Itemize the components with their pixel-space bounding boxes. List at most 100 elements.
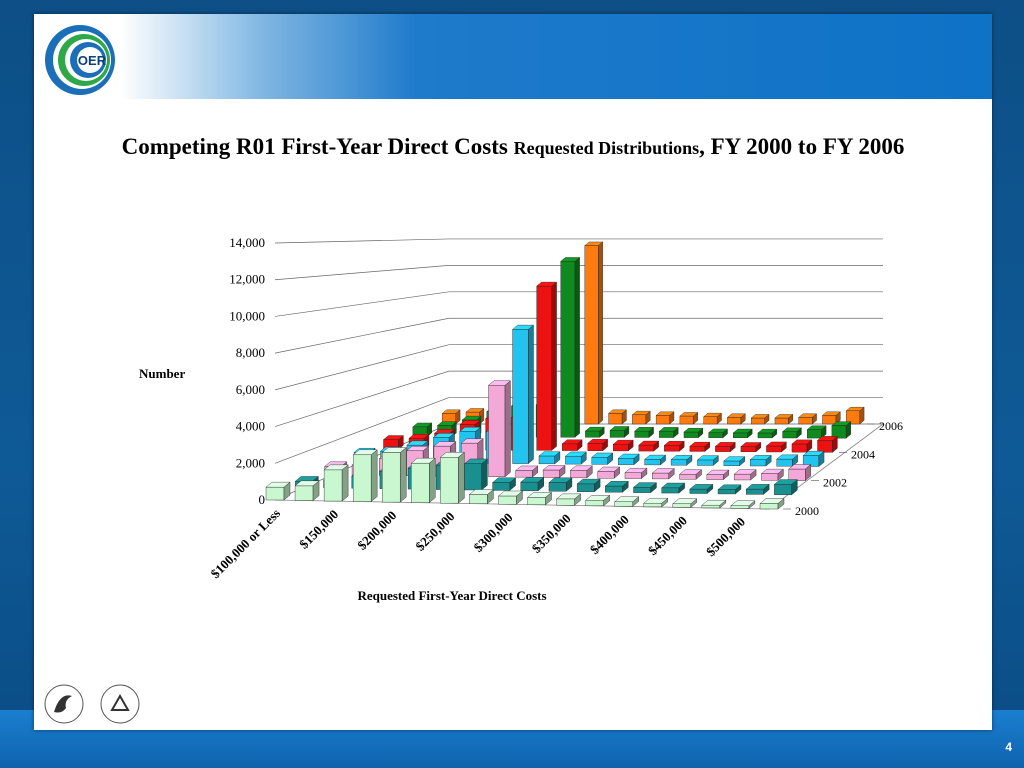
bar-top-face xyxy=(672,498,698,504)
bar-top-face xyxy=(459,420,481,425)
bar xyxy=(439,451,465,504)
bar xyxy=(526,491,553,506)
bar-front-face xyxy=(498,495,517,505)
bar-top-face xyxy=(408,434,430,439)
bar xyxy=(624,467,648,479)
y-tick-label: 2,000 xyxy=(236,455,265,470)
bar xyxy=(683,427,704,439)
bar-top-face xyxy=(791,439,813,445)
bar xyxy=(821,411,841,425)
bar-top-face xyxy=(696,455,719,461)
bar-front-face xyxy=(614,501,633,507)
bar-top-face xyxy=(683,427,704,433)
bar xyxy=(733,469,757,481)
bar-top-face xyxy=(585,495,611,501)
bar-front-face xyxy=(774,417,789,425)
slide-title: Competing R01 First-Year Direct Costs Re… xyxy=(34,134,992,160)
bar-top-face xyxy=(536,281,558,287)
bar-top-face xyxy=(845,406,865,411)
bar xyxy=(816,435,838,453)
bar-side-face xyxy=(504,380,511,478)
bar-top-face xyxy=(689,484,714,490)
x-tick-label: $200,000 xyxy=(354,508,399,553)
bar-top-face xyxy=(382,435,404,440)
bar xyxy=(352,449,378,503)
bar-top-face xyxy=(587,439,609,444)
bar xyxy=(576,478,601,493)
bar-front-face xyxy=(570,470,588,479)
bar-front-face xyxy=(715,446,731,452)
bar xyxy=(597,466,621,479)
bar-top-face xyxy=(526,492,553,498)
bar xyxy=(845,406,865,425)
bar-top-face xyxy=(512,324,535,330)
bar-top-face xyxy=(604,481,629,487)
bar-top-face xyxy=(663,441,685,446)
bar xyxy=(788,464,812,482)
bar-top-face xyxy=(265,481,291,488)
bar-top-face xyxy=(436,421,457,426)
bar-top-face xyxy=(689,441,711,447)
title-range: , FY 2000 to FY 2006 xyxy=(699,134,905,159)
bar-top-face xyxy=(643,498,669,504)
bar-front-face xyxy=(723,460,740,466)
bar-front-face xyxy=(782,431,798,439)
bar-top-face xyxy=(706,469,730,475)
y-tick-label: 6,000 xyxy=(236,382,265,397)
bar-top-face xyxy=(406,446,430,451)
y-tick-label: 10,000 xyxy=(229,308,265,323)
bar-front-face xyxy=(538,455,555,465)
bar xyxy=(776,454,799,467)
depth-label: 2004 xyxy=(851,447,875,461)
bar-front-face xyxy=(706,474,724,480)
x-tick-label: $350,000 xyxy=(529,511,574,556)
bar-front-face xyxy=(613,444,629,452)
bar xyxy=(538,451,561,465)
bar-front-face xyxy=(644,459,661,466)
bar-front-face xyxy=(294,485,314,501)
bar xyxy=(749,454,772,467)
bar-top-face xyxy=(651,468,675,474)
depth-label: 2006 xyxy=(879,419,903,433)
bar xyxy=(584,426,605,438)
bar-top-face xyxy=(323,464,349,471)
bar xyxy=(585,494,611,507)
bar-front-face xyxy=(323,469,343,502)
bar xyxy=(632,482,658,494)
bar-top-face xyxy=(661,482,686,489)
bar-front-face xyxy=(638,444,655,452)
bar-top-face xyxy=(624,467,648,473)
bar xyxy=(381,447,407,503)
bar-front-face xyxy=(683,431,699,438)
bar-front-face xyxy=(670,459,688,466)
bar xyxy=(536,281,558,451)
bar xyxy=(556,493,582,506)
bar-front-face xyxy=(585,500,604,507)
x-tick-label: $250,000 xyxy=(412,509,457,554)
bar-front-face xyxy=(745,488,764,495)
bar-top-face xyxy=(463,458,488,464)
chart-bars xyxy=(265,241,865,510)
bar xyxy=(441,409,461,425)
bar-front-face xyxy=(703,416,718,425)
bar-front-face xyxy=(560,261,576,438)
bar-front-face xyxy=(757,432,773,439)
bar-front-face xyxy=(679,474,697,480)
bar xyxy=(487,380,512,478)
bar-front-face xyxy=(440,457,459,504)
bar xyxy=(591,452,614,465)
bar-front-face xyxy=(689,446,706,452)
x-tick-label: $450,000 xyxy=(645,513,690,558)
bar-front-face xyxy=(643,503,662,508)
bar-top-face xyxy=(701,499,727,506)
bar-top-face xyxy=(632,482,658,488)
gridline-side xyxy=(274,370,450,427)
bar-front-face xyxy=(798,417,813,425)
bar-front-face xyxy=(776,458,793,467)
bar xyxy=(634,426,655,438)
bar xyxy=(679,469,703,480)
bar-front-face xyxy=(632,414,647,425)
bar xyxy=(740,442,762,453)
bar-front-face xyxy=(561,443,578,451)
bar-front-face xyxy=(556,498,575,506)
